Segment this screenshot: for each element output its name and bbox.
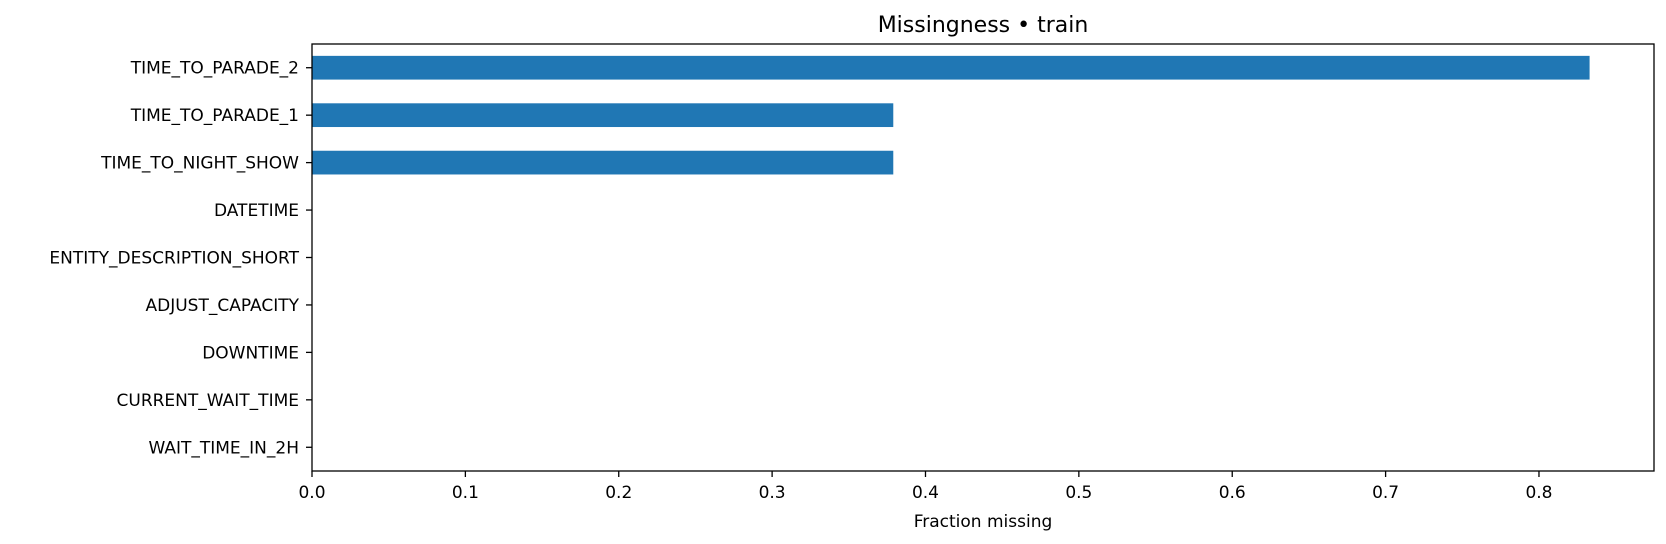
y-tick-label: CURRENT_WAIT_TIME bbox=[117, 391, 300, 411]
plot-frame bbox=[311, 43, 1655, 472]
bar bbox=[312, 103, 894, 128]
y-tick-label: DATETIME bbox=[214, 201, 299, 221]
x-tick-label: 0.3 bbox=[759, 483, 786, 503]
x-tick-label: 0.5 bbox=[1065, 483, 1092, 503]
y-tick-label: TIME_TO_PARADE_1 bbox=[130, 106, 299, 126]
chart-title: Missingness • train bbox=[878, 13, 1089, 38]
x-tick-label: 0.1 bbox=[452, 483, 479, 503]
x-tick-label: 0.6 bbox=[1219, 483, 1246, 503]
bar bbox=[312, 55, 1590, 80]
x-tick-label: 0.7 bbox=[1372, 483, 1399, 503]
y-axis-ticks: TIME_TO_PARADE_2 TIME_TO_PARADE_1 TIME_TO_… bbox=[49, 59, 312, 458]
bar bbox=[312, 150, 894, 175]
x-tick-label: 0.2 bbox=[605, 483, 632, 503]
x-tick-label: 0.4 bbox=[912, 483, 939, 503]
x-tick-label: 0.8 bbox=[1525, 483, 1552, 503]
y-tick-label: DOWNTIME bbox=[202, 343, 299, 363]
y-tick-label: TIME_TO_PARADE_2 bbox=[130, 59, 299, 79]
y-tick-label: ADJUST_CAPACITY bbox=[146, 296, 300, 316]
y-tick-label: ENTITY_DESCRIPTION_SHORT bbox=[49, 249, 299, 269]
bars-group bbox=[312, 55, 1590, 175]
y-tick-label: WAIT_TIME_IN_2H bbox=[148, 438, 299, 458]
y-tick-label: TIME_TO_NIGHT_SHOW bbox=[100, 154, 299, 174]
x-axis-ticks: 0.0 0.1 0.2 0.3 0.4 0.5 0.6 0.7 0.8 bbox=[298, 471, 1552, 503]
x-axis-label: Fraction missing bbox=[914, 512, 1053, 532]
x-tick-label: 0.0 bbox=[298, 483, 325, 503]
